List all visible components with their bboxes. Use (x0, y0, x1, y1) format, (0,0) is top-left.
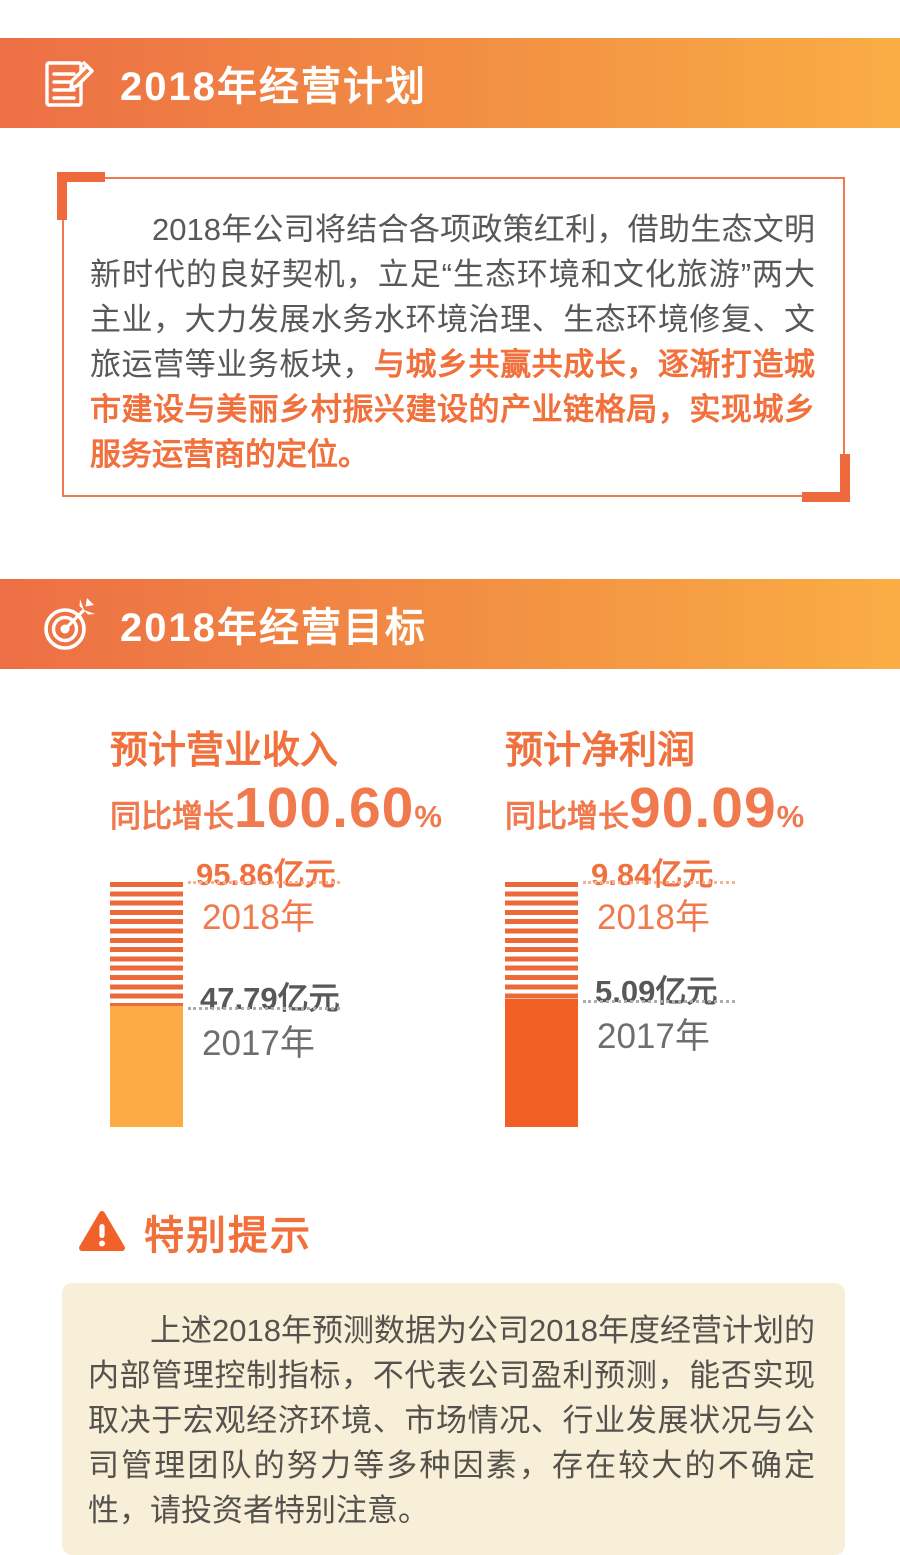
notice-box: 上述2018年预测数据为公司2018年度经营计划的内部管理控制指标，不代表公司盈… (62, 1283, 845, 1555)
revenue-growth-unit: % (414, 799, 442, 834)
goals-charts-row: 95.86亿元 2018年 47.79亿元 2017年 9.84亿元 2018年… (0, 849, 900, 1137)
revenue-2017-year-label: 2017年 (202, 1024, 315, 1063)
revenue-bar-2017-segment (110, 1006, 183, 1127)
profit-stat: 预计净利润 同比增长 90.09 % (505, 729, 900, 841)
warning-triangle-icon (79, 1211, 125, 1251)
profit-top-dotted-line (583, 881, 735, 884)
revenue-growth-value: 100.60 (234, 776, 415, 840)
revenue-top-dotted-line (188, 881, 340, 884)
goals-stats-row: 预计营业收入 同比增长 100.60 % 预计净利润 同比增长 90.09 % (0, 729, 900, 841)
profit-2017-value-label: 5.09亿元 (595, 974, 718, 1009)
profit-chart: 9.84亿元 2018年 5.09亿元 2017年 (505, 849, 900, 1137)
notice-body-text: 上述2018年预测数据为公司2018年度经营计划的内部管理控制指标，不代表公司盈… (88, 1313, 815, 1528)
corner-accent-bottom-right (802, 454, 850, 502)
target-dart-icon (44, 598, 95, 650)
revenue-2018-year-label: 2018年 (202, 898, 315, 937)
revenue-growth-line: 同比增长 100.60 % (110, 775, 505, 841)
plan-section-title: 2018年经营计划 (120, 65, 427, 109)
revenue-2017-value-label: 47.79亿元 (200, 981, 340, 1016)
profit-growth-line: 同比增长 90.09 % (505, 775, 900, 841)
corner-accent-top-left (57, 172, 105, 220)
profit-bar-2017-segment (505, 999, 578, 1127)
notice-heading: 特别提示 (78, 1203, 900, 1261)
profit-bar (505, 882, 578, 1127)
notice-title: 特别提示 (144, 1214, 312, 1258)
revenue-stat-label: 预计营业收入 (110, 730, 339, 772)
revenue-stat: 预计营业收入 同比增长 100.60 % (110, 729, 505, 841)
goals-section-banner: 2018年经营目标 (0, 579, 900, 669)
profit-2018-year-label: 2018年 (597, 898, 710, 937)
revenue-2018-value-label: 95.86亿元 (196, 857, 336, 892)
plan-body-highlight-text: 与城乡共赢共成长，逐渐打造城市建设与美丽乡村振兴建设的产业链格局，实现城乡服务运… (90, 347, 816, 472)
plan-quote-box: 2018年公司将结合各项政策红利，借助生态文明新时代的良好契机，立足“生态环境和… (57, 172, 850, 502)
revenue-chart: 95.86亿元 2018年 47.79亿元 2017年 (110, 849, 505, 1137)
revenue-bottom-dotted-line (188, 1007, 340, 1010)
goals-section-title: 2018年经营目标 (120, 606, 427, 650)
profit-growth-prefix: 同比增长 (505, 799, 629, 834)
plan-body-normal-text: 2018年公司将结合各项政策红利，借助生态文明新时代的良好契机，立足“生态环境和… (90, 212, 815, 382)
revenue-bar (110, 882, 183, 1127)
profit-2018-value-label: 9.84亿元 (591, 857, 714, 892)
document-pencil-icon (45, 61, 94, 107)
plan-body-paragraph: 2018年公司将结合各项政策红利，借助生态文明新时代的良好契机，立足“生态环境和… (90, 207, 815, 477)
profit-bar-2018-segment (505, 882, 578, 999)
profit-growth-unit: % (776, 799, 805, 834)
profit-bottom-dotted-line (583, 1000, 735, 1003)
revenue-growth-prefix: 同比增长 (110, 799, 234, 834)
revenue-bar-2018-segment (110, 882, 183, 1006)
profit-2017-year-label: 2017年 (597, 1017, 710, 1056)
profit-stat-label: 预计净利润 (505, 730, 696, 772)
plan-section-banner: 2018年经营计划 (0, 38, 900, 128)
profit-growth-value: 90.09 (629, 776, 777, 840)
